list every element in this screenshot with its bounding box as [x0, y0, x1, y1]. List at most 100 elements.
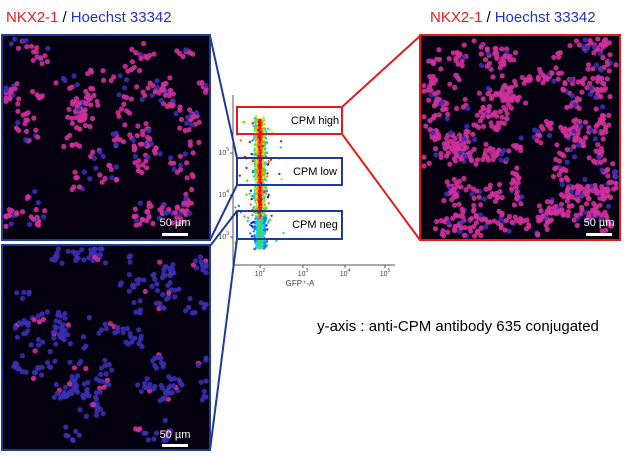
cell — [93, 412, 100, 418]
cell — [168, 155, 174, 161]
cell — [85, 92, 91, 98]
event — [260, 147, 263, 150]
cell — [459, 63, 465, 69]
cell — [446, 56, 452, 62]
event — [262, 221, 266, 225]
cell — [195, 362, 202, 369]
event — [255, 215, 258, 218]
cell — [474, 112, 480, 118]
cell — [26, 289, 32, 295]
cell — [57, 319, 63, 325]
cell — [108, 166, 114, 173]
event — [252, 196, 256, 199]
cell — [588, 85, 594, 91]
tick-base: 10 — [218, 234, 226, 241]
cell — [572, 154, 578, 160]
event — [257, 136, 260, 139]
cell — [150, 220, 156, 227]
event — [261, 144, 264, 148]
cell — [114, 324, 121, 331]
cell — [174, 215, 180, 221]
cell — [177, 104, 183, 110]
cell — [469, 191, 475, 197]
cell — [459, 219, 465, 225]
cell — [468, 157, 474, 163]
cell — [83, 343, 89, 349]
cell — [433, 99, 439, 105]
cell — [470, 208, 476, 214]
event — [265, 243, 268, 246]
cell — [452, 202, 458, 208]
cell — [198, 259, 204, 265]
event — [262, 149, 265, 152]
cell — [512, 214, 518, 220]
event — [252, 205, 255, 209]
cell — [148, 203, 154, 209]
cell — [81, 257, 87, 263]
cell — [564, 104, 570, 110]
cell — [142, 288, 148, 295]
cell — [165, 388, 171, 394]
cell — [462, 225, 468, 231]
tick-exp: 3 — [306, 268, 309, 274]
cell — [568, 103, 574, 109]
cell — [605, 61, 611, 67]
cell — [565, 213, 571, 219]
cell — [548, 217, 554, 223]
event — [238, 174, 241, 177]
cell — [120, 329, 126, 335]
cell — [132, 206, 138, 212]
event — [255, 222, 259, 226]
cell — [507, 53, 513, 60]
cell — [564, 147, 570, 153]
cell — [491, 218, 497, 224]
cell — [438, 151, 444, 157]
cell — [126, 110, 133, 116]
event — [257, 120, 260, 124]
cell — [8, 221, 14, 227]
separator: / — [63, 9, 68, 26]
event — [266, 163, 269, 166]
cell — [12, 36, 18, 42]
cell — [559, 207, 565, 213]
cell — [580, 139, 587, 145]
cell — [23, 137, 29, 143]
cell — [119, 106, 125, 112]
cell — [466, 184, 472, 190]
cell — [91, 92, 97, 98]
cell — [85, 96, 91, 103]
cell — [183, 196, 189, 202]
cell — [151, 148, 158, 154]
cell — [53, 80, 59, 86]
cell — [439, 100, 445, 106]
cell — [102, 357, 108, 363]
event — [269, 128, 272, 131]
cell — [536, 203, 543, 209]
cell — [499, 46, 505, 52]
cell — [39, 60, 45, 67]
cell — [574, 222, 580, 228]
cell — [504, 111, 510, 117]
event — [243, 215, 246, 218]
cell — [156, 215, 162, 221]
cell — [59, 260, 65, 266]
cell — [177, 51, 183, 57]
cell — [566, 192, 573, 198]
cell — [132, 335, 138, 341]
cell — [445, 229, 451, 235]
cell — [582, 37, 588, 43]
cell — [198, 300, 204, 306]
cell — [497, 108, 503, 115]
cell — [69, 84, 75, 90]
cell — [499, 73, 505, 79]
cell — [30, 216, 37, 222]
event — [250, 152, 253, 156]
cell — [198, 379, 204, 385]
cell — [468, 216, 474, 222]
cell — [427, 117, 433, 123]
cell — [77, 407, 83, 413]
cell — [70, 437, 76, 444]
event — [266, 195, 270, 199]
cell — [203, 258, 209, 264]
cell — [183, 191, 189, 197]
